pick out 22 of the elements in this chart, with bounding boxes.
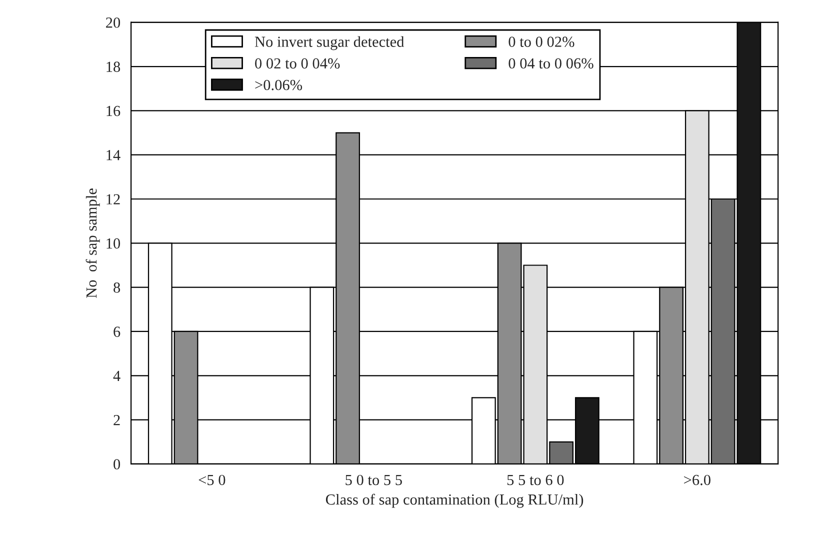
y-axis-title: No of sap sample <box>86 188 100 298</box>
y-tick-label: 2 <box>114 414 120 426</box>
x-tick-label: 5 0 to 5 5 <box>346 474 402 486</box>
y-tick-label: 20 <box>106 18 120 28</box>
legend-label: No invert sugar detected <box>254 36 404 50</box>
legend-label: >0.06% <box>255 80 302 90</box>
y-tick-label: 10 <box>106 238 120 249</box>
x-tick-label: <5 0 <box>198 474 226 486</box>
y-tick-label: 8 <box>114 282 120 293</box>
y-tick-label: 14 <box>106 150 120 160</box>
x-tick-label: 5 5 to 6 0 <box>507 474 564 486</box>
y-tick-label: 0 <box>114 459 120 470</box>
x-axis-title: Class of sap contamination (Log RLU/ml) <box>326 494 584 508</box>
legend-label: 0 02 to 0 04% <box>255 58 340 69</box>
y-tick-label: 6 <box>114 326 120 337</box>
legend-label: 0 to 0 02% <box>508 36 574 48</box>
legend-label: 0 04 to 0 06% <box>508 58 594 69</box>
y-tick-label: 4 <box>113 370 120 381</box>
x-tick-label: >6.0 <box>684 474 710 486</box>
y-tick-label: 16 <box>106 106 120 116</box>
y-tick-label: 12 <box>106 194 120 204</box>
y-tick-label: 18 <box>106 62 120 72</box>
